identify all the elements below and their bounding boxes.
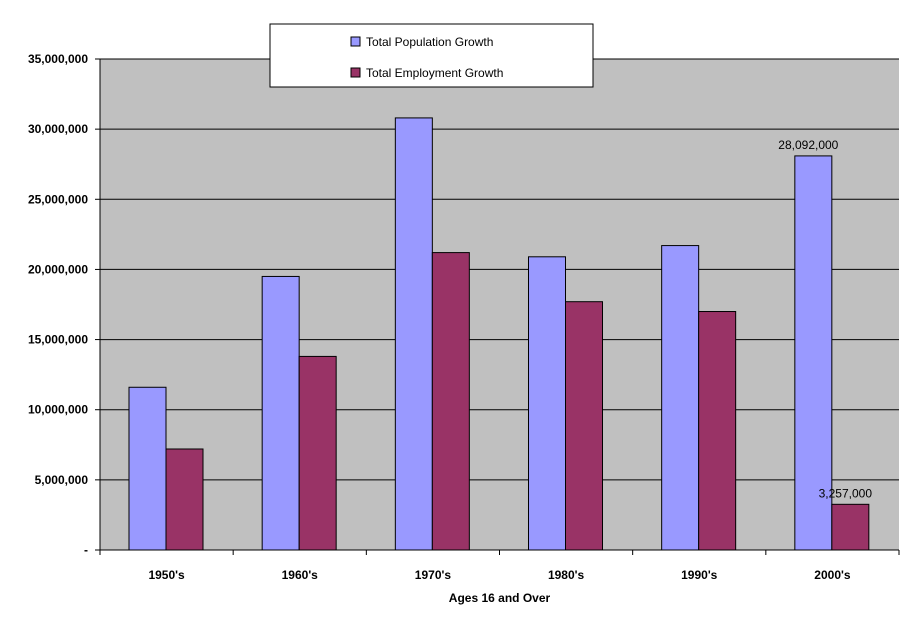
y-tick-label: 25,000,000 [28, 192, 88, 206]
bar-population [128, 386, 167, 551]
legend-label: Total Population Growth [366, 35, 493, 49]
category-label: 1960's [282, 568, 319, 582]
bar-employment [831, 503, 870, 551]
bar-employment [431, 252, 470, 551]
bar-population [261, 275, 300, 551]
category-label: 1990's [681, 568, 718, 582]
legend-label: Total Employment Growth [366, 66, 503, 80]
bar-population [528, 256, 566, 551]
legend: Total Population Growth Total Employment … [269, 23, 594, 88]
data-label: 3,257,000 [819, 486, 873, 500]
bar-employment [298, 355, 337, 551]
bar-population [661, 245, 700, 551]
bar-employment [165, 448, 204, 551]
plot-area [100, 59, 899, 550]
data-labels: 28,092,000 3,257,000 [778, 138, 872, 500]
category-label: 1980's [548, 568, 585, 582]
y-tick-label: 30,000,000 [28, 122, 88, 136]
bars [128, 117, 870, 551]
category-labels: 1950's 1960's 1970's 1980's 1990's 2000's [148, 568, 850, 582]
y-tick-label: 15,000,000 [28, 333, 88, 347]
category-label: 2000's [814, 568, 851, 582]
data-label: 28,092,000 [778, 138, 838, 152]
y-tick-label: 10,000,000 [28, 403, 88, 417]
y-tick-label: 20,000,000 [28, 262, 88, 276]
category-label: 1970's [415, 568, 452, 582]
axes [95, 58, 900, 555]
bar-employment [698, 311, 737, 551]
bar-population [794, 155, 833, 551]
gridlines [100, 58, 899, 481]
legend-swatch [350, 67, 361, 78]
y-tick-label: 35,000,000 [28, 52, 88, 66]
y-tick-label: - [84, 543, 88, 557]
bar-employment [565, 301, 603, 551]
legend-box [269, 23, 594, 88]
category-label: 1950's [148, 568, 185, 582]
y-tick-label: 5,000,000 [35, 473, 89, 487]
y-tick-labels: - 5,000,000 10,000,000 15,000,000 20,000,000… [28, 52, 88, 557]
legend-swatch [350, 36, 361, 47]
bar-population [394, 117, 433, 551]
x-axis-title: Ages 16 and Over [449, 591, 551, 605]
